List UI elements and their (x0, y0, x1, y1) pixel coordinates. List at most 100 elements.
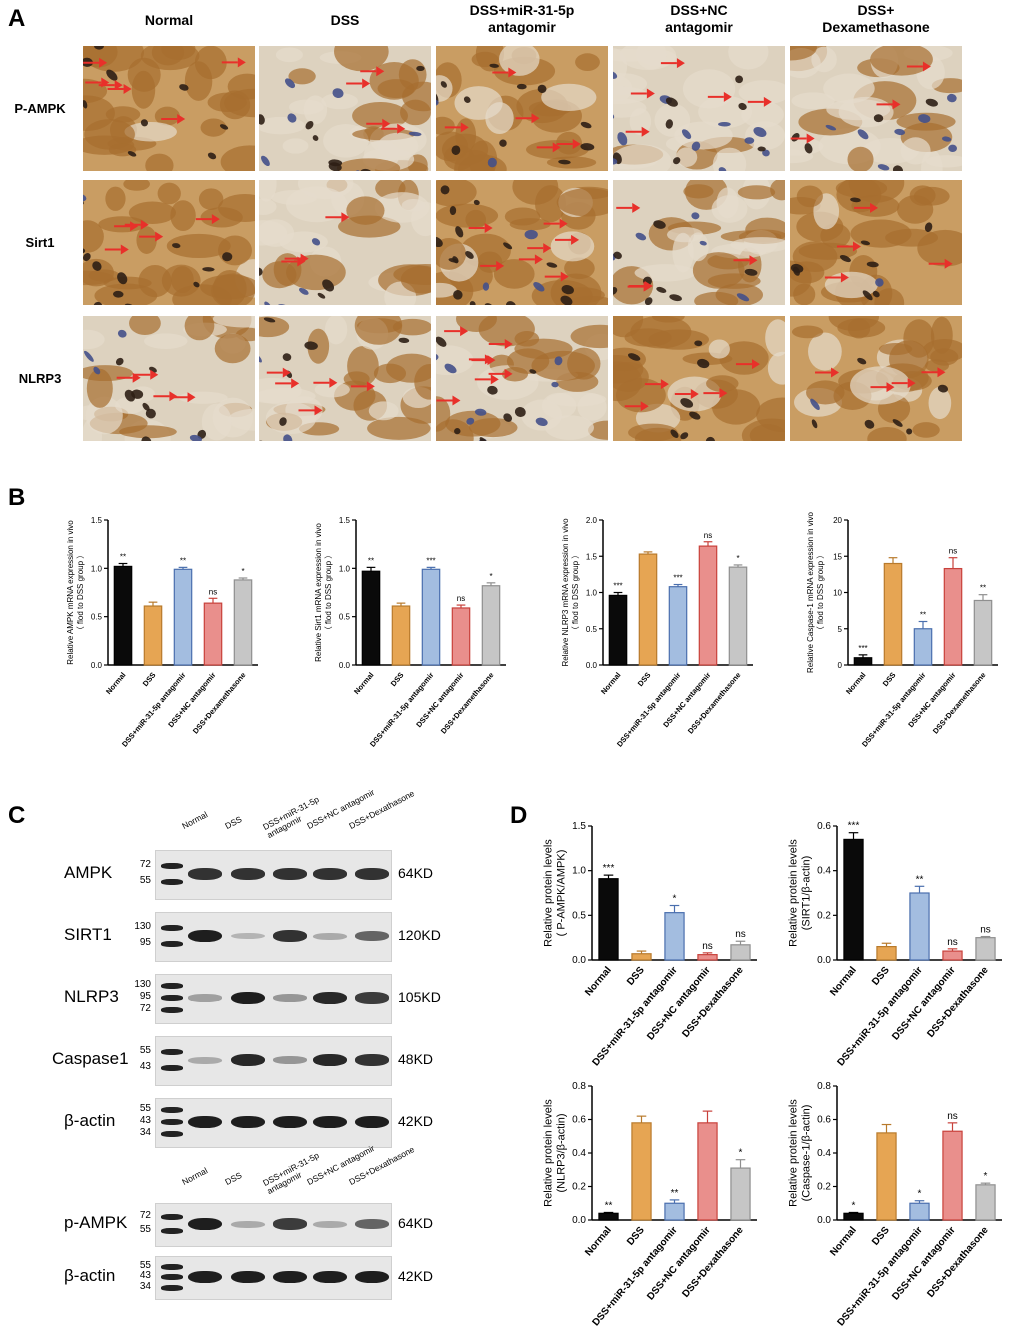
y-axis-label: Relative protein levels(Caspase-1/β-acti… (787, 1099, 812, 1207)
chart-nlrp3-mrna: Relative NLRP3 mRNA expression in vivo（ … (525, 500, 765, 770)
significance-label: *** (848, 821, 860, 832)
nucleus (941, 136, 952, 142)
ihc-image (436, 46, 608, 171)
tissue-region (170, 200, 196, 231)
chart-sirt1-protein: Relative protein levels(SIRT1/β-actin) 0.… (775, 812, 1015, 1068)
x-tick-label: DSS (389, 671, 406, 689)
y-axis-label: Relative Caspase-1 mRNA expression in vi… (806, 511, 825, 673)
nucleus (670, 429, 679, 439)
column-header-line: DSS+ (857, 2, 895, 18)
red-arrow-head (552, 142, 561, 153)
y-tick-label: 0.8 (572, 1081, 586, 1092)
ihc-image (436, 180, 608, 305)
y-axis-label-line: （ flod to DSS group ） (76, 551, 85, 635)
bar (113, 565, 133, 666)
red-arrow-head (362, 78, 371, 89)
tissue-region (314, 381, 350, 398)
nucleus (699, 240, 707, 246)
ladder-band (161, 1065, 183, 1071)
y-tick-label: 0.0 (572, 1215, 586, 1226)
nucleus (546, 262, 558, 268)
nucleus (680, 432, 689, 440)
bar (598, 1212, 619, 1221)
red-arrow-head (177, 114, 186, 125)
protein-band (273, 930, 307, 942)
protein-band (231, 1115, 265, 1129)
x-tick-label: DSS+Dexathasone (925, 965, 991, 1040)
tissue-region (741, 101, 784, 129)
tissue-region (436, 75, 453, 102)
nucleus (718, 167, 727, 171)
nucleus (738, 102, 747, 111)
nucleus (473, 199, 480, 206)
tissue-region (683, 184, 714, 199)
nucleus (448, 258, 459, 263)
nucleus (499, 139, 507, 147)
red-arrow-head (382, 118, 391, 129)
tissue-region (354, 316, 403, 345)
ihc-image (259, 180, 431, 305)
tissue-region (728, 46, 769, 70)
significance-label: * (489, 572, 492, 581)
nucleus (635, 232, 647, 241)
y-tick-label: 1.0 (91, 564, 103, 573)
y-tick-label: 5 (838, 625, 843, 634)
red-arrow-head (169, 391, 178, 402)
red-arrow-head (660, 379, 669, 390)
nucleus (263, 317, 276, 323)
tissue-region (687, 232, 709, 262)
x-tick-label: DSS+NC antagomir (890, 965, 958, 1043)
red-arrow-head (559, 218, 568, 229)
tissue-region (900, 137, 931, 165)
tissue-region (791, 325, 824, 339)
red-arrow-head (571, 234, 580, 245)
tissue-region (288, 68, 316, 85)
ladder-band (161, 1263, 183, 1270)
nucleus (489, 63, 499, 68)
nucleus (279, 417, 287, 426)
tissue-region (83, 95, 115, 131)
x-tick-label: Normal (844, 671, 868, 697)
ladder-band (161, 925, 183, 931)
x-tick-label: DSS (625, 1225, 647, 1248)
tissue-region (414, 363, 431, 400)
nucleus (656, 286, 667, 293)
ladder-band (161, 1274, 183, 1280)
tissue-region (194, 46, 227, 80)
tissue-region (275, 47, 303, 63)
red-arrow-head (341, 212, 350, 223)
tissue-region (114, 396, 145, 414)
nucleus (628, 353, 641, 361)
y-axis-label-line: （ flod to DSS group ） (324, 551, 333, 635)
tissue-region (526, 140, 589, 160)
tissue-region (161, 264, 201, 297)
ihc-image (83, 180, 255, 305)
tissue-region (730, 237, 785, 253)
y-tick-label: 1.5 (586, 552, 598, 561)
tissue-region (214, 333, 251, 364)
tissue-region (675, 147, 698, 167)
blot-kd-label: 105KD (398, 989, 441, 1005)
ihc-image-svg (790, 180, 962, 305)
tissue-region (577, 393, 607, 421)
tissue-region (336, 158, 401, 171)
tissue-region (791, 92, 835, 110)
red-arrow-head (329, 377, 338, 388)
nucleus (673, 157, 681, 165)
red-arrow-head (504, 368, 513, 379)
tissue-region (504, 207, 541, 226)
y-axis-label-line: Relative protein levels (542, 839, 554, 947)
protein-band (355, 1219, 389, 1229)
blot-protein-label: NLRP3 (64, 987, 119, 1006)
y-axis-label: Relative protein levels(NLRP3/β-actin) (542, 1099, 567, 1207)
nucleus (328, 159, 343, 167)
protein-band (188, 994, 222, 1002)
nucleus (463, 96, 471, 103)
red-arrow-head (150, 369, 159, 380)
ladder-band (161, 1107, 183, 1113)
nucleus (222, 252, 233, 262)
nucleus (892, 165, 903, 171)
red-arrow-head (749, 255, 758, 266)
red-arrow-head (490, 374, 499, 385)
red-arrow-head (751, 359, 760, 370)
